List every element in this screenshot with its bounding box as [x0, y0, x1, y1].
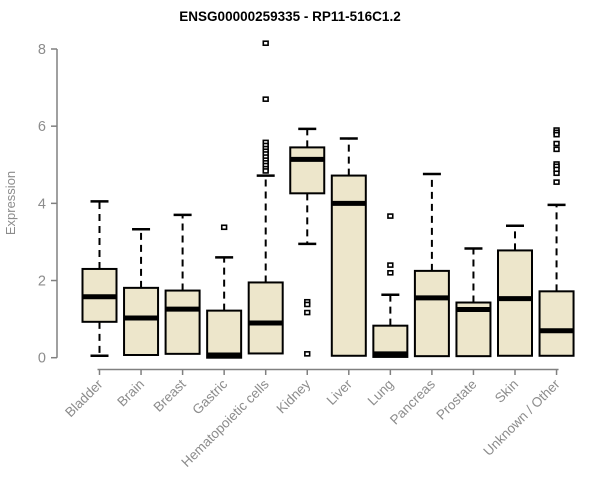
x-category-label-kidney: Kidney	[274, 376, 314, 416]
boxplot-liver	[330, 137, 367, 357]
boxplot-brain	[123, 227, 160, 356]
outlier-gastric	[220, 224, 228, 231]
box-breast	[164, 289, 201, 355]
x-category-label-lung: Lung	[365, 377, 397, 409]
x-category-label-unknown-other: Unknown / Other	[480, 376, 563, 459]
boxplot-pancreas	[413, 172, 450, 358]
chart-title: ENSG00000259335 - RP11-516C1.2	[179, 9, 400, 24]
x-category-label-gastric: Gastric	[189, 376, 230, 417]
outlier-unknown-other	[553, 146, 560, 153]
boxplot-skin	[497, 224, 533, 357]
boxplot-kidney	[289, 127, 326, 357]
outlier-lung	[387, 213, 394, 219]
box-group	[81, 40, 575, 359]
outlier-lung	[387, 270, 394, 276]
box-brain	[123, 286, 160, 356]
box-hematopoietic-cells	[247, 281, 284, 355]
outlier-hematopoietic-cells	[262, 40, 269, 47]
x-category-label-breast: Breast	[151, 376, 189, 414]
outlier-hematopoietic-cells	[262, 96, 269, 102]
box-skin	[497, 249, 533, 357]
y-tick-label: 2	[38, 274, 46, 290]
x-category-label-pancreas: Pancreas	[387, 376, 438, 427]
boxplot-prostate	[455, 247, 492, 358]
outlier-kidney	[304, 309, 311, 316]
outlier-unknown-other	[553, 170, 560, 177]
outlier-unknown-other	[553, 179, 560, 185]
outlier-kidney	[304, 301, 311, 308]
box-unknown-other	[538, 290, 575, 357]
y-tick-label: 6	[38, 119, 46, 135]
boxplot-hematopoietic-cells	[247, 40, 284, 355]
outlier-unknown-other	[553, 131, 560, 138]
x-category-label-brain: Brain	[114, 377, 147, 410]
y-tick-label: 8	[38, 42, 46, 58]
x-category-label-skin: Skin	[492, 377, 521, 406]
x-category-label-liver: Liver	[324, 376, 356, 408]
boxplot-breast	[164, 213, 201, 355]
outlier-lung	[387, 262, 394, 268]
boxplot-bladder	[81, 200, 118, 358]
outlier-unknown-other	[553, 140, 560, 147]
x-category-label-bladder: Bladder	[62, 376, 106, 420]
boxplot-gastric	[206, 224, 243, 359]
box-gastric	[206, 309, 243, 359]
box-kidney	[289, 146, 326, 195]
boxplot-unknown-other	[538, 127, 575, 357]
outlier-hematopoietic-cells	[262, 168, 269, 174]
boxplot-lung	[372, 213, 409, 358]
x-category-label-prostate: Prostate	[433, 377, 479, 423]
outlier-kidney	[304, 351, 311, 357]
y-axis-label: Expression	[3, 171, 18, 235]
box-pancreas	[413, 269, 450, 358]
y-tick-label: 4	[38, 196, 46, 212]
y-tick-label: 0	[38, 351, 46, 367]
